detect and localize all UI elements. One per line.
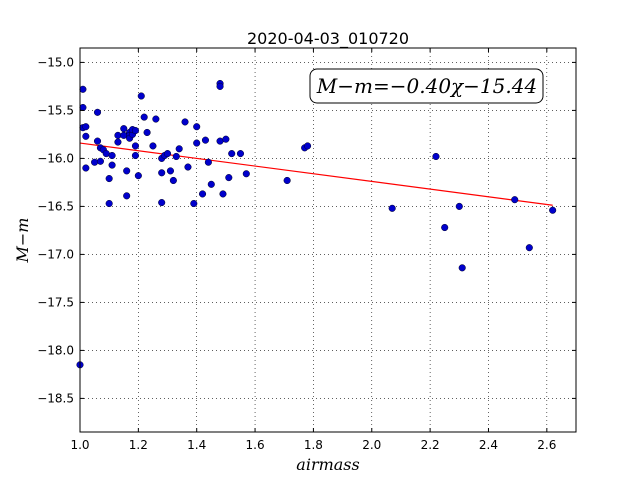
data-point	[149, 142, 157, 150]
x-tick-label: 1.8	[304, 438, 323, 452]
data-point	[96, 157, 104, 165]
data-point	[91, 158, 99, 166]
x-tick-label: 1.6	[246, 438, 265, 452]
y-tick-label: −17.0	[37, 247, 74, 261]
plot-frame	[79, 47, 577, 433]
data-point	[169, 176, 177, 185]
data-point	[163, 150, 172, 158]
data-point	[82, 123, 90, 131]
annotation-text: M−m=−0.40χ−15.44	[316, 74, 537, 98]
data-point	[525, 244, 533, 252]
data-point	[93, 137, 102, 145]
data-point	[225, 174, 233, 182]
data-point	[131, 142, 139, 150]
data-point	[108, 151, 116, 160]
data-point	[82, 164, 90, 172]
data-point	[549, 206, 557, 214]
y-tick-label: −18.0	[37, 343, 74, 357]
y-tick-label: −16.5	[37, 199, 74, 213]
data-point	[140, 113, 148, 121]
data-point	[204, 158, 212, 166]
data-point	[184, 163, 192, 171]
data-point	[304, 142, 312, 150]
data-points	[76, 79, 557, 369]
data-point	[198, 190, 207, 198]
data-point	[236, 150, 245, 158]
data-point	[79, 85, 87, 93]
data-point	[181, 118, 189, 126]
y-tick-label: −17.5	[37, 295, 74, 309]
data-point	[166, 167, 174, 175]
data-point	[120, 125, 128, 133]
annotation-box	[309, 68, 544, 104]
data-point	[108, 161, 116, 169]
data-point	[137, 92, 145, 100]
data-point	[82, 132, 90, 140]
grid	[79, 48, 576, 432]
data-point	[388, 204, 396, 212]
data-point	[175, 145, 183, 153]
data-point	[283, 176, 291, 185]
data-point	[143, 128, 151, 137]
data-point	[79, 103, 87, 112]
data-point	[207, 180, 215, 188]
data-point	[228, 150, 236, 158]
data-point	[216, 82, 224, 90]
data-point	[441, 223, 449, 232]
data-point	[152, 115, 160, 123]
x-tick-label: 2.4	[479, 438, 498, 452]
fit-line	[79, 142, 553, 206]
data-point	[242, 170, 250, 178]
x-axis-label: airmass	[296, 455, 359, 474]
data-point	[158, 199, 166, 207]
x-tick-label: 1.0	[70, 438, 89, 452]
x-tick-label: 2.6	[537, 438, 556, 452]
data-point	[134, 172, 142, 180]
data-point	[105, 175, 113, 183]
x-tick-label: 1.2	[129, 438, 148, 452]
data-point	[123, 192, 131, 200]
data-point	[222, 135, 230, 143]
data-point	[172, 152, 180, 161]
data-point	[190, 199, 198, 208]
x-tick-label: 2.2	[421, 438, 440, 452]
x-tick-label: 2.0	[362, 438, 381, 452]
data-point	[93, 108, 102, 116]
data-point	[511, 196, 519, 204]
data-point	[455, 202, 463, 210]
data-point	[193, 123, 201, 131]
y-tick-label: −18.5	[37, 391, 74, 405]
y-tick-label: −16.0	[37, 151, 74, 165]
data-point	[219, 190, 227, 198]
data-point	[193, 139, 201, 147]
x-tick-label: 1.4	[187, 438, 206, 452]
chart-title: 2020-04-03_010720	[247, 29, 409, 49]
fit-layer	[79, 142, 553, 206]
data-point	[158, 169, 166, 177]
y-axis-label: M−m	[13, 218, 32, 264]
y-tick-label: −15.0	[37, 55, 74, 69]
data-point	[458, 264, 466, 272]
data-point	[114, 138, 122, 146]
data-point	[131, 127, 139, 135]
fit-annotation: M−m=−0.40χ−15.44	[309, 68, 544, 104]
data-point	[432, 152, 440, 161]
data-point	[201, 136, 210, 144]
data-point	[123, 167, 131, 175]
y-tick-label: −15.5	[37, 103, 74, 117]
axis-ticks: 1.0 1.2 1.4 1.6 1.8 2.0 2.2 2.4 2.6 −15.0 −15.5 −16…	[37, 48, 576, 452]
data-point	[105, 199, 113, 208]
data-point	[131, 151, 139, 160]
